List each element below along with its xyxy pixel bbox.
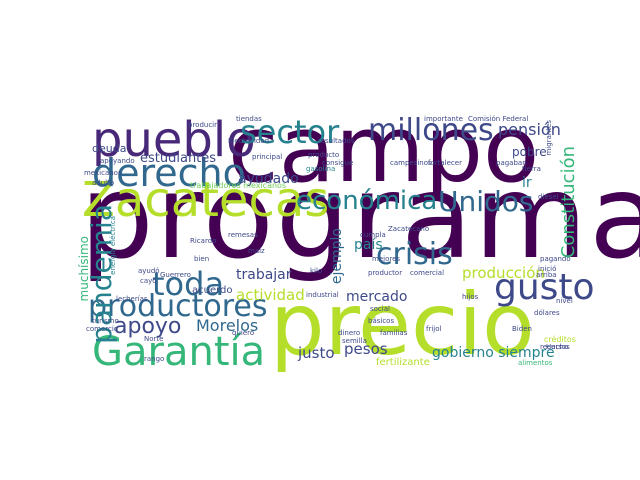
word-derecho: derecho	[92, 151, 246, 195]
word-remesas: remesas	[228, 231, 258, 239]
word-fortalecer: fortalecer	[428, 159, 462, 167]
word-pesos: pesos	[344, 340, 388, 358]
word-mercado: mercado	[346, 289, 408, 305]
word-actividad: actividad	[236, 286, 305, 304]
word-fertilizante: fertilizante	[376, 357, 430, 368]
word-resultados: resultados	[318, 137, 355, 145]
word-inicio: inició	[538, 265, 557, 273]
word-alimentos: alimentos	[518, 359, 553, 367]
word-cayo: cayó	[140, 277, 157, 285]
word-bien: bien	[194, 255, 210, 263]
word-principal: principal	[252, 153, 283, 161]
word-familias: familias	[380, 329, 408, 337]
word-produccion: producción	[462, 264, 545, 282]
word-industrial: industrial	[306, 291, 339, 299]
word-kilo: kilo	[310, 267, 323, 275]
word-rango: rango	[144, 355, 165, 363]
word-ejemplo: ejemplo	[329, 228, 345, 285]
word-programa: programa	[80, 150, 640, 285]
word-morelos: Morelos	[196, 316, 259, 335]
word-estudiantes: estudiantes	[140, 151, 217, 166]
word-importante: importante	[424, 115, 463, 123]
word-pueblo: pueblo	[92, 112, 256, 168]
word-social: social	[370, 305, 390, 313]
word-frijol: frijol	[426, 325, 442, 333]
word-ir: ir	[522, 175, 532, 191]
word-lecherias: lecherías	[116, 295, 148, 303]
word-ayudo: ayudó	[138, 267, 160, 275]
word-cumpla: cumpla	[360, 231, 386, 239]
word-pais: país	[354, 237, 383, 253]
word-dolares: dólares	[534, 309, 560, 317]
word-campesinos: campesinos	[390, 159, 432, 167]
word-quiero: quiero	[232, 329, 255, 337]
word-biden: Biden	[512, 325, 532, 333]
word-crisis: crisis	[376, 237, 453, 272]
word-tiendas: tiendas	[236, 115, 262, 123]
word-pobre: pobre	[512, 145, 547, 159]
word-gasolina: gasolina	[306, 165, 336, 173]
word-justo: justo	[298, 344, 335, 362]
word-turismo: turismo	[92, 317, 119, 325]
word-productores: productores	[88, 289, 268, 324]
word-adulto: adulto	[92, 179, 115, 187]
word-constitucion: Constitución	[558, 146, 579, 259]
word-precio: precio	[270, 275, 535, 375]
word-recursos: recursos	[540, 343, 570, 351]
word-ayudado: ayudado	[238, 171, 299, 187]
word-dinero: dinero	[338, 329, 361, 337]
word-economica: económica	[296, 186, 438, 216]
word-arriba: arriba	[536, 271, 557, 279]
word-deuda: deuda	[92, 142, 127, 155]
word-pagaban: pagaban	[496, 159, 527, 167]
word-trabajar: trabajar	[236, 267, 292, 283]
word-comercial: comercial	[410, 269, 445, 277]
word-creditos: créditos	[544, 335, 576, 344]
word-migrantes: migrantes	[545, 120, 553, 156]
word-zacatecano: Zacatecano	[388, 225, 430, 233]
word-producir: producir	[188, 121, 218, 129]
word-unidos: Unidos	[438, 185, 534, 218]
word-guerrero: Guerrero	[160, 271, 191, 279]
word-norte: Norte	[144, 335, 164, 343]
word-trabajadores-mexicanos: trabajadores mexicanos	[190, 181, 287, 190]
word-producto: producto	[308, 151, 340, 159]
word-consigue: consigue	[322, 159, 354, 167]
word-basicos: básicos	[368, 317, 395, 325]
word-electricidad: Electricidad	[228, 137, 270, 145]
word-energia-electrica: energía eléctrica	[109, 216, 117, 275]
word-apoyando: apoyando	[100, 157, 135, 165]
word-garantia: Garantía	[92, 329, 266, 375]
word-semilla: semilla	[342, 337, 367, 345]
word-productor: productor	[368, 269, 403, 277]
word-toda: toda	[152, 265, 225, 303]
word-hijos: hijos	[462, 293, 479, 301]
word-acuerdo: acuerdo	[192, 285, 233, 296]
word-mejores: mejores	[372, 255, 401, 263]
word-millones: millones	[368, 113, 494, 148]
word-tierra: tierra	[522, 165, 541, 173]
word-pagando: pagando	[540, 255, 571, 263]
word-zacatecas: Zacatecas	[82, 172, 330, 228]
word-comercio: comercio	[86, 325, 119, 333]
word-campo: campo	[228, 96, 540, 203]
word-nivel: nivel	[556, 297, 573, 305]
word-pension: pensión	[498, 120, 561, 139]
word-apoyo: apoyo	[114, 314, 182, 339]
word-muchisimo: muchísimo	[77, 236, 91, 302]
word-ricardo: Ricardo	[190, 237, 217, 245]
word-hecho: Hecho	[546, 343, 569, 351]
word-mexicanos: mexicanos	[84, 169, 122, 177]
word-comision-federal: Comisión Federal	[468, 115, 529, 123]
word-diesel: diésel	[538, 193, 559, 201]
word-maiz: maíz	[248, 247, 265, 255]
word-sector: sector	[240, 113, 340, 151]
word-gusto: gusto	[494, 267, 595, 308]
word-gobierno-siempre: gobierno siempre	[432, 345, 555, 361]
